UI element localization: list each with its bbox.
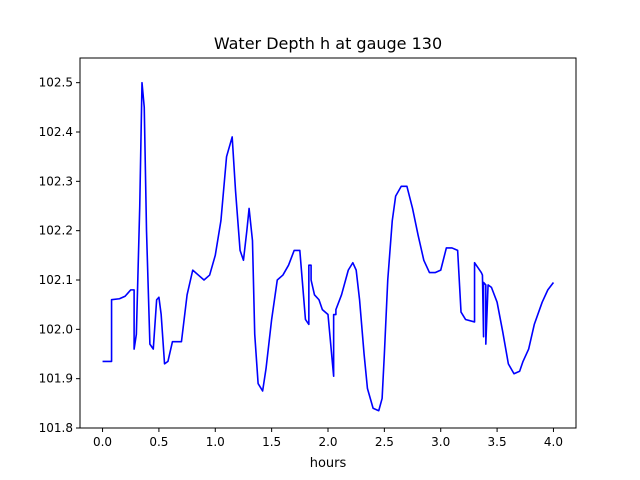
x-tick-label: 2.0	[318, 435, 337, 449]
y-tick-label: 101.9	[39, 372, 73, 386]
series-line-0	[102, 81, 555, 412]
y-tick-label: 102.1	[39, 273, 73, 287]
x-tick-label: 3.5	[488, 435, 507, 449]
x-axis-ticks: 0.0 0.5 1.0 1.5 2.0 2.5 3.0 3.5 4.0	[93, 428, 563, 449]
y-tick-label: 102.3	[39, 174, 73, 188]
x-tick-label: 1.0	[206, 435, 225, 449]
y-tick-label: 102.2	[39, 224, 73, 238]
x-axis-label: hours	[310, 456, 347, 471]
y-tick-label: 102.5	[39, 76, 73, 90]
series-layer	[102, 81, 555, 412]
y-tick-label: 102.4	[39, 125, 73, 139]
y-tick-label: 102.0	[39, 322, 73, 336]
x-tick-label: 2.5	[375, 435, 394, 449]
x-tick-label: 3.0	[431, 435, 450, 449]
x-tick-label: 0.0	[93, 435, 112, 449]
plot-frame	[79, 57, 577, 429]
y-tick-label: 101.8	[39, 421, 73, 435]
y-axis-ticks: 101.8 101.9 102.0 102.1 102.2 102.3 102.4 102.5	[39, 76, 80, 435]
x-tick-label: 4.0	[544, 435, 563, 449]
x-tick-label: 0.5	[149, 435, 168, 449]
x-tick-label: 1.5	[262, 435, 281, 449]
chart-title: Water Depth h at gauge 130	[214, 34, 442, 53]
